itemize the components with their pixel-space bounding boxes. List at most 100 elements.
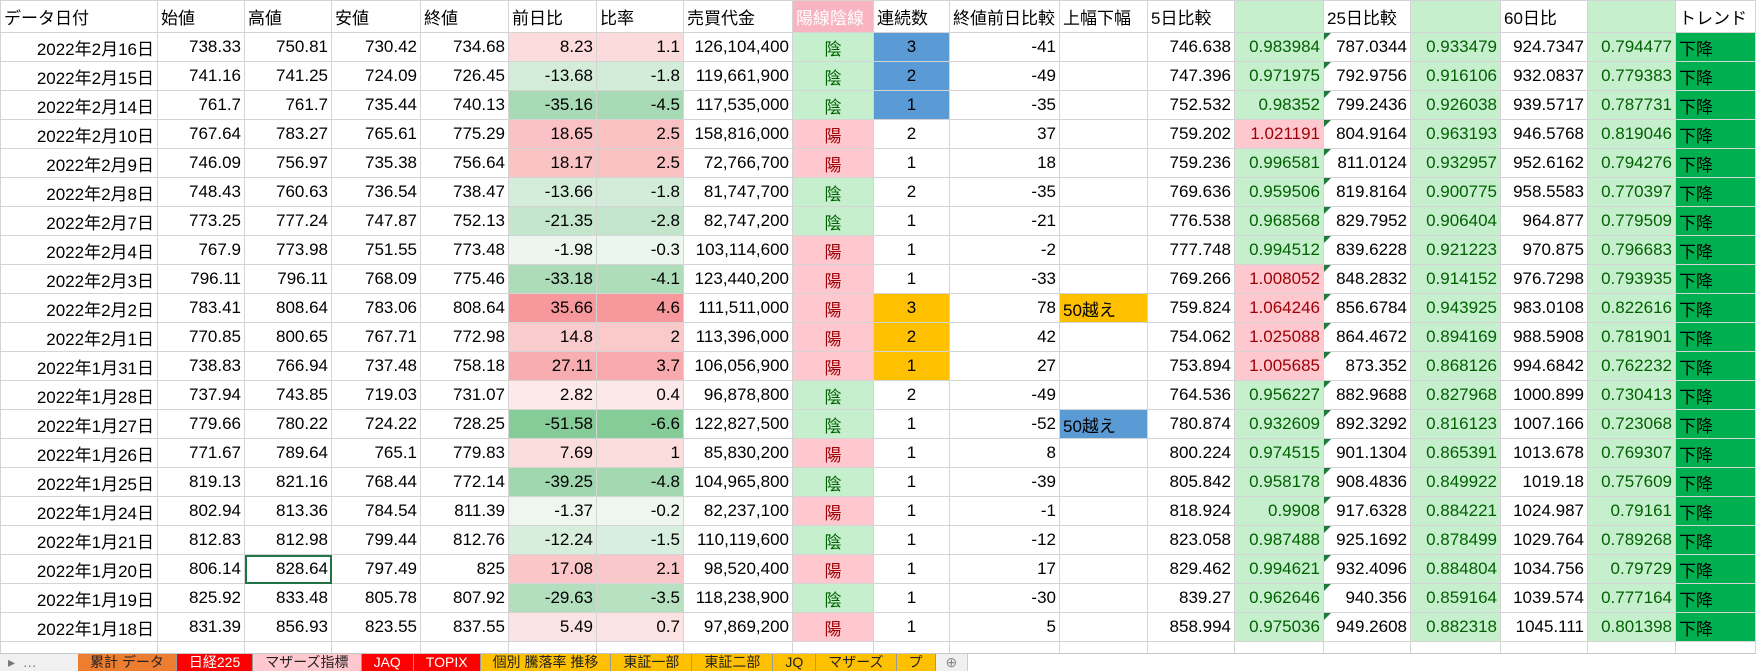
cell[interactable]: 939.5717 <box>1500 90 1588 120</box>
cell[interactable]: 0.933479 <box>1410 32 1501 62</box>
cell[interactable]: 767.9 <box>157 235 245 265</box>
cell[interactable]: -12.24 <box>508 525 597 555</box>
cell[interactable]: 940.356 <box>1323 583 1411 613</box>
cell[interactable]: 802.94 <box>157 496 245 526</box>
cell[interactable]: 0.884221 <box>1410 496 1501 526</box>
sheet-tab[interactable]: 日経225 <box>176 654 254 671</box>
cell[interactable] <box>1059 119 1148 149</box>
cell[interactable]: 780.22 <box>244 409 332 439</box>
cell[interactable]: 2022年2月16日 <box>0 32 158 62</box>
cell[interactable]: 736.54 <box>331 177 421 207</box>
cell[interactable]: 1 <box>873 525 950 555</box>
cell[interactable]: 756.97 <box>244 148 332 178</box>
header-cell[interactable]: 終値前日比較 <box>949 0 1060 33</box>
cell[interactable]: -4.5 <box>596 90 684 120</box>
cell[interactable]: 773.48 <box>420 235 509 265</box>
cell[interactable]: 799.44 <box>331 525 421 555</box>
cell[interactable]: 976.7298 <box>1500 264 1588 294</box>
cell[interactable]: 828.64 <box>244 554 332 584</box>
cell[interactable] <box>1675 641 1756 653</box>
cell[interactable]: 110,119,600 <box>683 525 793 555</box>
cell[interactable]: 1024.987 <box>1500 496 1588 526</box>
cell[interactable]: 0.962646 <box>1234 583 1324 613</box>
cell[interactable]: 839.27 <box>1147 583 1235 613</box>
sheet-tab[interactable]: TOPIX <box>413 654 481 671</box>
cell[interactable]: 2022年1月18日 <box>0 612 158 642</box>
cell[interactable] <box>1587 641 1676 653</box>
cell[interactable]: 陽 <box>792 148 874 178</box>
cell[interactable]: 1 <box>873 554 950 584</box>
cell[interactable]: 819.13 <box>157 467 245 497</box>
cell[interactable]: 783.41 <box>157 293 245 323</box>
cell[interactable]: 751.55 <box>331 235 421 265</box>
cell[interactable]: -13.68 <box>508 61 597 91</box>
cell[interactable]: 2.5 <box>596 148 684 178</box>
cell[interactable] <box>1059 525 1148 555</box>
header-cell[interactable] <box>1410 0 1501 33</box>
cell[interactable]: 0.943925 <box>1410 293 1501 323</box>
cell[interactable]: 下降 <box>1675 351 1756 381</box>
header-cell[interactable]: 比率 <box>596 0 684 33</box>
cell[interactable]: 768.09 <box>331 264 421 294</box>
cell[interactable]: 下降 <box>1675 148 1756 178</box>
cell[interactable]: 下降 <box>1675 32 1756 62</box>
cell[interactable]: -4.1 <box>596 264 684 294</box>
cell[interactable]: 0.794477 <box>1587 32 1676 62</box>
cell[interactable]: 2022年2月3日 <box>0 264 158 294</box>
cell[interactable]: 0.906404 <box>1410 206 1501 236</box>
cell[interactable]: 0.959506 <box>1234 177 1324 207</box>
cell[interactable]: 陽 <box>792 554 874 584</box>
cell[interactable]: 831.39 <box>157 612 245 642</box>
cell[interactable]: -35 <box>949 177 1060 207</box>
cell[interactable]: 1.005685 <box>1234 351 1324 381</box>
cell[interactable]: -1 <box>949 496 1060 526</box>
cell[interactable]: -39.25 <box>508 467 597 497</box>
cell[interactable] <box>508 641 597 653</box>
cell[interactable]: 1 <box>873 496 950 526</box>
cell[interactable]: 864.4672 <box>1323 322 1411 352</box>
cell[interactable]: 0.794276 <box>1587 148 1676 178</box>
cell[interactable]: 下降 <box>1675 583 1756 613</box>
cell[interactable]: 103,114,600 <box>683 235 793 265</box>
cell[interactable]: 0.796683 <box>1587 235 1676 265</box>
cell[interactable]: 8 <box>949 438 1060 468</box>
cell[interactable]: 741.25 <box>244 61 332 91</box>
cell[interactable]: 98,520,400 <box>683 554 793 584</box>
cell[interactable]: 陽 <box>792 264 874 294</box>
cell[interactable]: 800.65 <box>244 322 332 352</box>
cell[interactable]: 0.878499 <box>1410 525 1501 555</box>
cell[interactable] <box>1500 641 1588 653</box>
cell[interactable]: 2022年2月2日 <box>0 293 158 323</box>
cell[interactable]: 18.17 <box>508 148 597 178</box>
header-cell[interactable]: 25日比較 <box>1323 0 1411 33</box>
sheet-tab[interactable]: 累計 データ <box>78 654 177 671</box>
cell[interactable]: 882.9688 <box>1323 380 1411 410</box>
cell[interactable]: 0.79729 <box>1587 554 1676 584</box>
cell[interactable]: 1 <box>873 90 950 120</box>
cell[interactable]: -35 <box>949 90 1060 120</box>
cell[interactable]: 800.224 <box>1147 438 1235 468</box>
cell[interactable]: 0.926038 <box>1410 90 1501 120</box>
cell[interactable]: 728.25 <box>420 409 509 439</box>
cell[interactable]: 陽 <box>792 293 874 323</box>
cell[interactable]: 1.1 <box>596 32 684 62</box>
cell[interactable] <box>1059 90 1148 120</box>
cell[interactable]: 2022年2月15日 <box>0 61 158 91</box>
cell[interactable]: 767.71 <box>331 322 421 352</box>
cell[interactable] <box>1059 264 1148 294</box>
cell[interactable]: 下降 <box>1675 90 1756 120</box>
cell[interactable]: 106,056,900 <box>683 351 793 381</box>
cell[interactable] <box>1059 148 1148 178</box>
cell[interactable]: 1007.166 <box>1500 409 1588 439</box>
cell[interactable]: -1.5 <box>596 525 684 555</box>
cell[interactable]: 2022年1月21日 <box>0 525 158 555</box>
cell[interactable]: 2022年1月26日 <box>0 438 158 468</box>
cell[interactable]: 807.92 <box>420 583 509 613</box>
cell[interactable]: 50越え <box>1059 293 1148 323</box>
cell[interactable]: 0.916106 <box>1410 61 1501 91</box>
cell[interactable]: 2022年2月1日 <box>0 322 158 352</box>
cell[interactable]: -29.63 <box>508 583 597 613</box>
cell[interactable]: -51.58 <box>508 409 597 439</box>
cell[interactable]: 下降 <box>1675 554 1756 584</box>
cell[interactable]: 768.44 <box>331 467 421 497</box>
